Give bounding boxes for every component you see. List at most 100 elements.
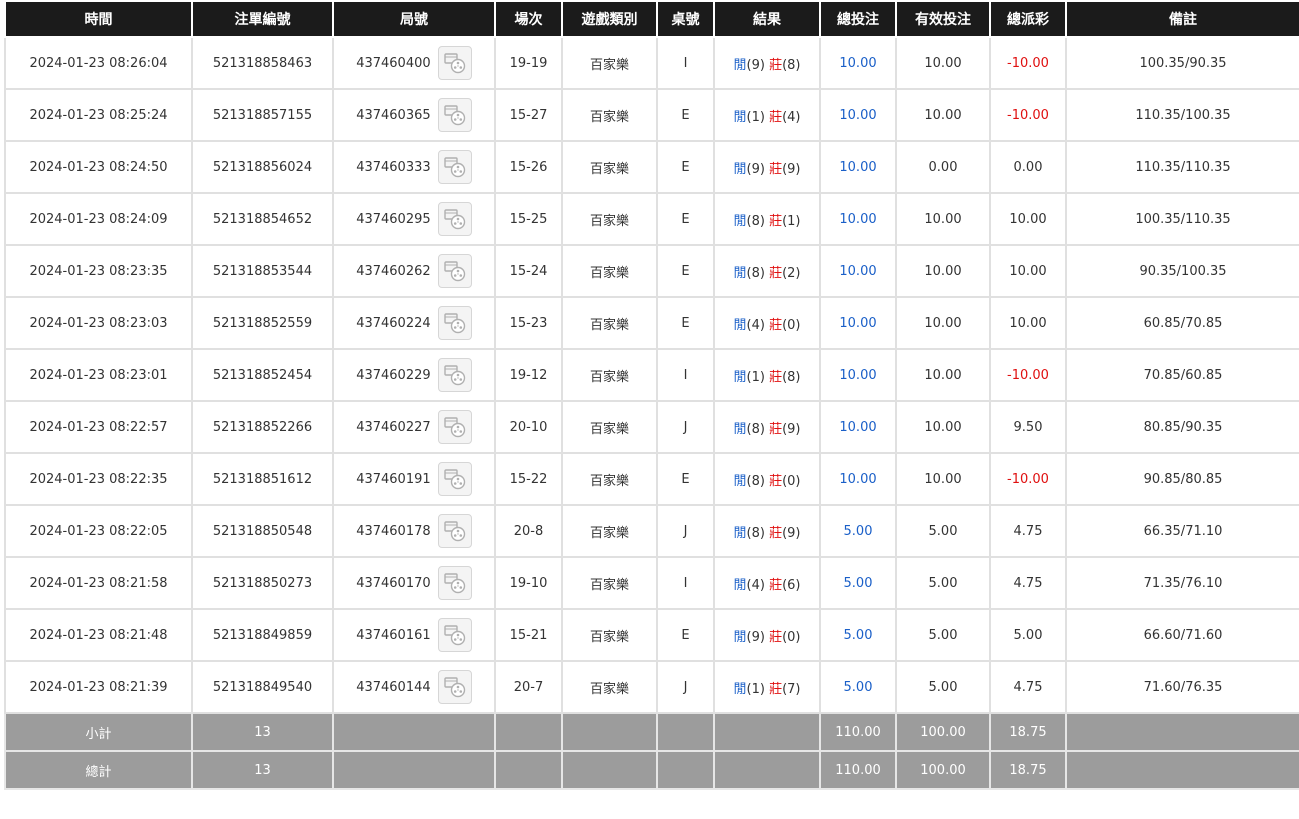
- cell-payout: 4.75: [989, 504, 1067, 558]
- banker-label: 莊: [769, 629, 783, 645]
- cell-table: I: [656, 556, 715, 610]
- video-replay-icon[interactable]: [437, 306, 472, 340]
- cell-valid-bet: 10.00: [895, 36, 991, 90]
- cell-time: 2024-01-23 08:26:04: [4, 36, 193, 90]
- video-replay-icon[interactable]: [437, 618, 472, 652]
- cell-bet-id: 521318854652: [191, 192, 334, 246]
- cell-total-bet-link[interactable]: 10.00: [819, 36, 897, 90]
- cell-valid-bet: 5.00: [895, 660, 991, 714]
- banker-score: (8): [782, 57, 801, 73]
- round-number: 437460262: [356, 263, 431, 279]
- cell-bet-id: 521318858463: [191, 36, 334, 90]
- cell-result: 閒(8) 莊(0): [713, 452, 821, 506]
- table-row: 2024-01-23 08:25:24 521318857155 4374603…: [4, 88, 1299, 142]
- cell-total-bet-link[interactable]: 5.00: [819, 660, 897, 714]
- table-header-row: 時間 注單編號 局號 場次 遊戲類別 桌號 結果 總投注 有效投注 總派彩 備註: [4, 0, 1299, 38]
- table-row: 2024-01-23 08:23:35 521318853544 4374602…: [4, 244, 1299, 298]
- video-replay-icon[interactable]: [437, 254, 472, 288]
- cell-game-type: 百家樂: [561, 192, 658, 246]
- cell-total-bet-link[interactable]: 10.00: [819, 452, 897, 506]
- round-number: 437460170: [356, 575, 431, 591]
- video-replay-icon[interactable]: [437, 514, 472, 548]
- player-label: 閒: [733, 109, 747, 125]
- video-replay-icon[interactable]: [437, 410, 472, 444]
- cell-total-bet-link[interactable]: 10.00: [819, 88, 897, 142]
- cell-game-type: 百家樂: [561, 140, 658, 194]
- video-replay-icon[interactable]: [437, 358, 472, 392]
- player-label: 閒: [733, 473, 747, 489]
- cell-result: 閒(8) 莊(2): [713, 244, 821, 298]
- banker-label: 莊: [769, 525, 783, 541]
- cell-game-type: 百家樂: [561, 608, 658, 662]
- cell-total-bet-link[interactable]: 10.00: [819, 192, 897, 246]
- banker-score: (0): [782, 473, 801, 489]
- cell-shoe: 15-21: [494, 608, 563, 662]
- cell-payout: -10.00: [989, 88, 1067, 142]
- cell-result: 閒(8) 莊(9): [713, 504, 821, 558]
- video-replay-icon[interactable]: [437, 670, 472, 704]
- player-score: (4): [746, 317, 765, 333]
- cell-valid-bet: 5.00: [895, 608, 991, 662]
- col-header-table: 桌號: [656, 0, 715, 38]
- cell-valid-bet: 5.00: [895, 504, 991, 558]
- cell-payout: 10.00: [989, 192, 1067, 246]
- cell-round: 437460227: [332, 400, 496, 454]
- player-score: (8): [746, 213, 765, 229]
- video-replay-icon[interactable]: [437, 98, 472, 132]
- cell-result: 閒(4) 莊(6): [713, 556, 821, 610]
- cell-result: 閒(1) 莊(8): [713, 348, 821, 402]
- grandtotal-empty: [494, 750, 563, 790]
- cell-table: I: [656, 348, 715, 402]
- cell-shoe: 20-7: [494, 660, 563, 714]
- cell-game-type: 百家樂: [561, 660, 658, 714]
- cell-result: 閒(8) 莊(9): [713, 400, 821, 454]
- cell-shoe: 19-19: [494, 36, 563, 90]
- grandtotal-payout: 18.75: [989, 750, 1067, 790]
- player-score: (9): [746, 161, 765, 177]
- cell-game-type: 百家樂: [561, 452, 658, 506]
- round-number: 437460365: [356, 107, 431, 123]
- round-number: 437460333: [356, 159, 431, 175]
- video-replay-icon[interactable]: [437, 46, 472, 80]
- cell-round: 437460224: [332, 296, 496, 350]
- cell-total-bet-link[interactable]: 10.00: [819, 400, 897, 454]
- video-replay-icon[interactable]: [437, 150, 472, 184]
- video-replay-icon[interactable]: [437, 202, 472, 236]
- subtotal-empty: [656, 712, 715, 752]
- cell-table: I: [656, 36, 715, 90]
- cell-game-type: 百家樂: [561, 36, 658, 90]
- cell-shoe: 15-26: [494, 140, 563, 194]
- video-replay-icon[interactable]: [437, 462, 472, 496]
- banker-label: 莊: [769, 161, 783, 177]
- cell-bet-id: 521318851612: [191, 452, 334, 506]
- cell-game-type: 百家樂: [561, 556, 658, 610]
- cell-total-bet-link[interactable]: 10.00: [819, 244, 897, 298]
- cell-note: 71.60/76.35: [1065, 660, 1299, 714]
- cell-bet-id: 521318849859: [191, 608, 334, 662]
- cell-table: E: [656, 140, 715, 194]
- cell-total-bet-link[interactable]: 5.00: [819, 504, 897, 558]
- round-number: 437460224: [356, 315, 431, 331]
- cell-result: 閒(8) 莊(1): [713, 192, 821, 246]
- cell-total-bet-link[interactable]: 10.00: [819, 348, 897, 402]
- col-header-note: 備註: [1065, 0, 1299, 38]
- cell-payout: 9.50: [989, 400, 1067, 454]
- subtotal-empty: [332, 712, 496, 752]
- cell-total-bet-link[interactable]: 10.00: [819, 296, 897, 350]
- cell-total-bet-link[interactable]: 5.00: [819, 608, 897, 662]
- cell-total-bet-link[interactable]: 10.00: [819, 140, 897, 194]
- player-score: (9): [746, 57, 765, 73]
- player-label: 閒: [733, 265, 747, 281]
- video-replay-icon[interactable]: [437, 566, 472, 600]
- cell-note: 80.85/90.35: [1065, 400, 1299, 454]
- player-label: 閒: [733, 213, 747, 229]
- round-number: 437460400: [356, 55, 431, 71]
- cell-time: 2024-01-23 08:24:50: [4, 140, 193, 194]
- cell-total-bet-link[interactable]: 5.00: [819, 556, 897, 610]
- table-body: 2024-01-23 08:26:04 521318858463 4374604…: [4, 36, 1299, 714]
- player-score: (8): [746, 525, 765, 541]
- cell-result: 閒(4) 莊(0): [713, 296, 821, 350]
- subtotal-empty: [713, 712, 821, 752]
- cell-time: 2024-01-23 08:25:24: [4, 88, 193, 142]
- cell-bet-id: 521318852266: [191, 400, 334, 454]
